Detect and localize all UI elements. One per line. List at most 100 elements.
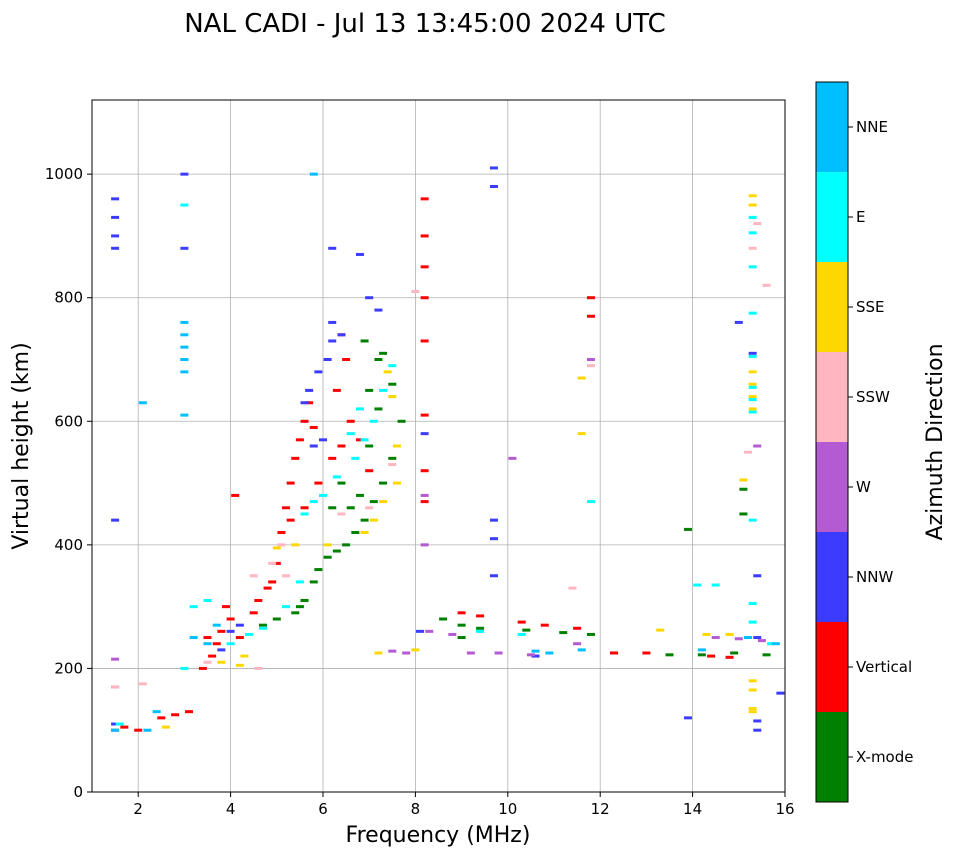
- data-point: [180, 172, 189, 176]
- colorbar-segment: [816, 172, 848, 262]
- data-point: [697, 648, 706, 652]
- colorbar-segment: [816, 622, 848, 712]
- data-point: [739, 478, 748, 482]
- data-point: [351, 456, 360, 460]
- data-point: [369, 419, 378, 423]
- colorbar-label: SSW: [856, 388, 890, 406]
- data-point: [314, 568, 323, 572]
- data-point: [420, 197, 429, 201]
- data-point: [152, 710, 161, 714]
- data-point: [656, 628, 665, 632]
- data-point: [365, 296, 374, 300]
- data-point: [753, 444, 762, 448]
- x-tick-label: 2: [133, 800, 143, 818]
- data-point: [337, 512, 346, 516]
- data-point: [143, 728, 152, 732]
- data-point: [448, 632, 457, 636]
- data-point: [748, 602, 757, 606]
- data-point: [586, 632, 595, 636]
- colorbar-segment: [816, 442, 848, 532]
- data-point: [420, 234, 429, 238]
- data-point: [282, 506, 291, 510]
- data-point: [416, 629, 425, 633]
- data-point: [203, 598, 212, 602]
- data-point: [517, 632, 526, 636]
- x-tick-label: 12: [591, 800, 610, 818]
- data-point: [180, 320, 189, 324]
- data-point: [309, 580, 318, 584]
- data-point: [744, 636, 753, 640]
- data-point: [217, 660, 226, 664]
- y-axis-ticks: 0 200 400 600 800 1000: [45, 165, 92, 801]
- data-point: [328, 320, 337, 324]
- data-point: [337, 333, 346, 337]
- data-point: [748, 398, 757, 402]
- data-point: [254, 666, 263, 670]
- colorbar-label: NNE: [856, 118, 888, 136]
- azimuth-colorbar: X-mode Vertical NNW W SSW SSE E NNE: [815, 81, 913, 803]
- data-point: [388, 456, 397, 460]
- data-point: [337, 481, 346, 485]
- data-point: [693, 583, 702, 587]
- data-point: [374, 407, 383, 411]
- chart-title: NAL CADI - Jul 13 13:45:00 2024 UTC: [184, 9, 666, 39]
- data-point: [420, 469, 429, 473]
- data-point: [355, 493, 364, 497]
- data-point: [392, 444, 401, 448]
- data-point: [748, 518, 757, 522]
- data-point: [111, 728, 120, 732]
- data-point: [586, 314, 595, 318]
- data-point: [489, 574, 498, 578]
- data-point: [725, 655, 734, 659]
- data-point: [379, 481, 388, 485]
- data-point: [489, 518, 498, 522]
- data-point: [725, 632, 734, 636]
- data-point: [180, 666, 189, 670]
- plot-frame: [91, 99, 786, 793]
- data-point: [379, 351, 388, 355]
- colorbar-segment: [816, 532, 848, 622]
- colorbar-segment: [816, 262, 848, 352]
- data-point: [734, 320, 743, 324]
- data-point: [323, 543, 332, 547]
- data-point: [522, 628, 531, 632]
- data-point: [305, 388, 314, 392]
- data-point: [217, 629, 226, 633]
- data-point: [388, 649, 397, 653]
- data-point: [111, 657, 120, 661]
- colorbar-segment: [816, 352, 848, 442]
- data-point: [707, 654, 716, 658]
- series-vertical: [111, 197, 734, 732]
- data-point: [748, 215, 757, 219]
- data-point: [586, 296, 595, 300]
- data-point: [411, 290, 420, 294]
- data-point: [351, 531, 360, 534]
- data-point: [337, 444, 346, 448]
- data-point: [111, 685, 120, 689]
- data-point: [226, 642, 235, 646]
- data-point: [753, 728, 762, 732]
- colorbar-label: W: [856, 478, 871, 496]
- data-point: [272, 561, 281, 565]
- data-point: [309, 172, 318, 176]
- data-point: [466, 651, 475, 655]
- data-point: [309, 500, 318, 504]
- data-point: [268, 580, 277, 584]
- data-point: [457, 611, 466, 615]
- data-point: [420, 500, 429, 504]
- data-point: [365, 469, 374, 473]
- data-point: [748, 410, 757, 414]
- data-point: [568, 586, 577, 590]
- data-point: [420, 265, 429, 269]
- data-point: [189, 605, 198, 609]
- data-point: [277, 531, 286, 534]
- data-point: [258, 623, 267, 627]
- data-point: [748, 246, 757, 250]
- data-point: [120, 725, 129, 729]
- data-point: [739, 487, 748, 491]
- data-points: [111, 166, 785, 732]
- series-nnw: [111, 166, 785, 732]
- data-point: [180, 345, 189, 349]
- data-point: [457, 636, 466, 640]
